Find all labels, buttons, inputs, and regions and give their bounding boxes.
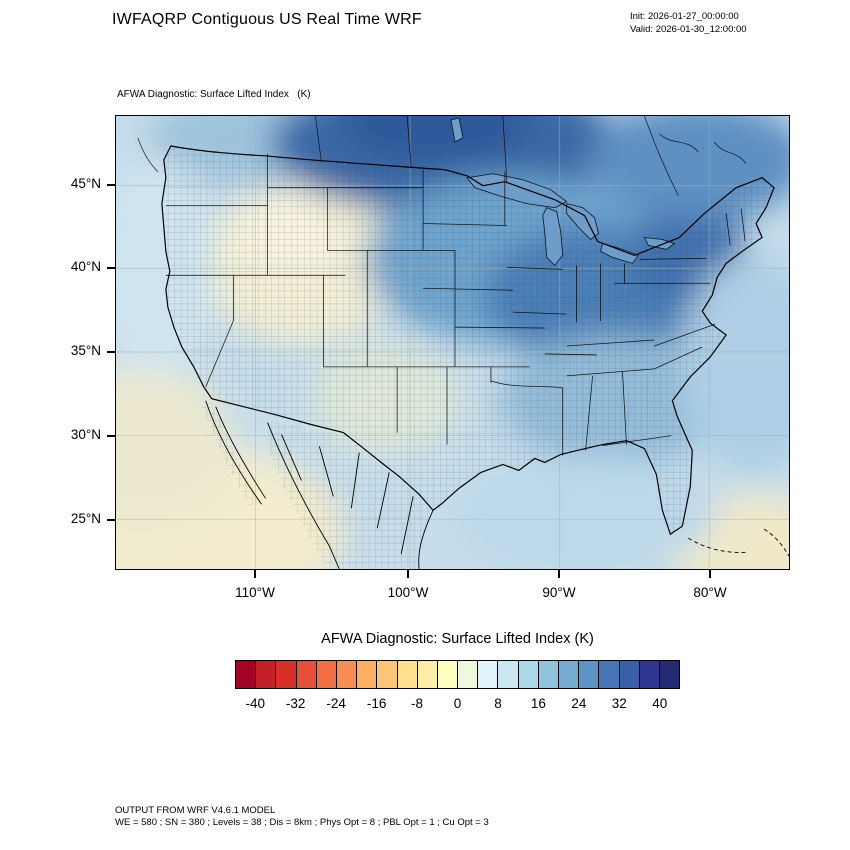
lon-tick-mark [709,570,711,578]
colorbar-cell [377,660,398,689]
lon-tick-mark [407,570,409,578]
colorbar-cell [538,660,559,689]
footer-line2: WE = 580 ; SN = 380 ; Levels = 38 ; Dis … [115,817,489,828]
colorbar-cell [336,660,358,689]
lon-tick-label: 80°W [693,585,727,600]
colorbar-cell [498,660,519,689]
colorbar-cell [235,660,257,689]
lon-tick-label: 110°W [235,585,275,600]
valid-time: Valid: 2026-01-30_12:00:00 [630,24,747,35]
init-time: Init: 2026-01-27_00:00:00 [630,11,739,22]
colorbar-tick-label: 40 [652,696,668,711]
lon-tick-mark [558,570,560,578]
colorbar-tick-label: -24 [326,696,346,711]
lat-tick-mark [107,267,115,269]
colorbar-cell [276,660,297,689]
lon-axis: 110°W 100°W 90°W 80°W [0,570,850,615]
footer-line1: OUTPUT FROM WRF V4.6.1 MODEL [115,805,276,816]
colorbar-cell [579,660,600,689]
colorbar-tick-label: -8 [411,696,424,711]
colorbar-cell [659,660,681,689]
footer: OUTPUT FROM WRF V4.6.1 MODEL WE = 580 ; … [115,805,489,829]
lat-tick-label: 25°N [70,511,101,526]
colorbar-cell [559,660,580,689]
colorbar-cell [296,660,317,689]
colorbar-tick-label: -40 [245,696,265,711]
conus-map-svg [116,116,789,569]
lat-tick-mark [107,351,115,353]
mexico-coast-borders [205,400,434,569]
canada-province-borders [137,116,747,196]
init-valid-block: Init: 2026-01-27_00:00:00 Valid: 2026-01… [630,10,747,36]
colorbar-tick-label: 16 [530,696,546,711]
colorbar-cell [458,660,479,689]
lon-tick-label: 100°W [387,585,429,600]
state-borders [165,153,746,456]
lat-tick-label: 40°N [70,259,101,274]
colorbar-cell [397,660,418,689]
lon-tick-label: 90°W [542,585,576,600]
colorbar-cell [437,660,459,689]
colorbar-cells [235,660,681,689]
lat-tick-label: 45°N [70,176,101,191]
islands-keys [688,528,789,557]
colorbar-tick-label: 0 [453,696,462,711]
colorbar-cell [357,660,378,689]
colorbar-title: AFWA Diagnostic: Surface Lifted Index (K… [321,631,594,647]
colorbar-tick-label: -32 [285,696,306,711]
lat-tick-mark [107,435,115,437]
colorbar-labels: -40 -32 -24 -16 -8 0 8 16 24 32 40 [235,696,680,716]
colorbar-tick-label: 24 [571,696,587,711]
lat-axis: 45°N 40°N 35°N 30°N 25°N [0,0,115,850]
colorbar-cell [599,660,620,689]
colorbar-tick-label: 8 [494,696,502,711]
colorbar-cell [518,660,539,689]
colorbar-cell [478,660,499,689]
lat-tick-mark [107,519,115,521]
colorbar-tick-label: 32 [611,696,627,711]
colorbar-cell [619,660,640,689]
colorbar-cell [316,660,337,689]
lat-tick-label: 35°N [70,343,101,358]
field-label: AFWA Diagnostic: Surface Lifted Index (K… [117,89,311,100]
colorbar-cell [256,660,277,689]
mexico-county-texture [267,420,432,569]
colorbar-tick-label: -16 [366,696,387,711]
colorbar-cell [639,660,660,689]
plot-title: IWFAQRP Contiguous US Real Time WRF [112,11,422,28]
lat-tick-label: 30°N [70,427,101,442]
colorbar-cell [417,660,438,689]
map-frame [115,115,790,570]
lon-tick-mark [254,570,256,578]
lat-tick-mark [107,184,115,186]
